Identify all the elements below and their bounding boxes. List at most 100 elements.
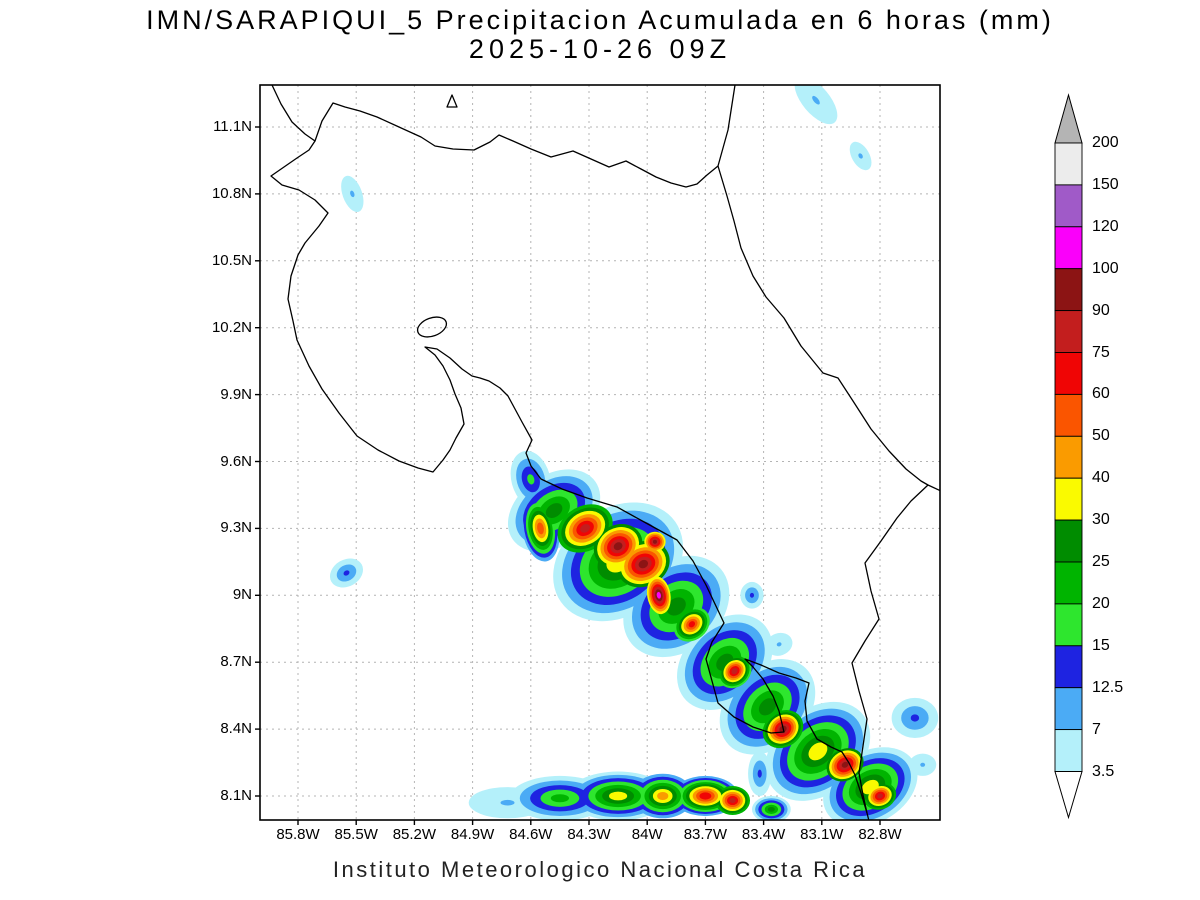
colorbar-tick-label: 7 <box>1092 720 1101 738</box>
lat-tick-label: 11.1N <box>213 118 252 135</box>
colorbar <box>1054 93 1083 820</box>
lat-tick-label: 10.8N <box>211 184 252 202</box>
colorbar-band <box>1054 352 1083 395</box>
footer-caption: Instituto Meteorologico Nacional Costa R… <box>332 857 868 882</box>
lon-tick-label: 84.6W <box>509 826 553 843</box>
precip-contour-ring <box>545 503 563 518</box>
colorbar-band <box>1054 268 1083 312</box>
colorbar-band <box>1054 519 1083 563</box>
colorbar-band <box>1054 393 1083 437</box>
lon-tick-label: 85.5W <box>334 826 378 843</box>
precip-contour-ring <box>877 793 883 799</box>
precip-contour-ring <box>910 714 920 722</box>
colorbar-band <box>1054 729 1083 772</box>
precip-contour-ring <box>652 539 657 544</box>
coastline-borders <box>270 85 940 820</box>
precip-contour-ring <box>808 742 828 761</box>
colorbar-band <box>1054 310 1083 353</box>
colorbar-tick-label: 60 <box>1092 385 1110 403</box>
precip-contour-ring <box>729 797 736 804</box>
colorbar-arrow-bottom <box>1054 771 1083 820</box>
lat-tick-label: 10.5N <box>211 251 252 269</box>
panama-border <box>851 484 929 814</box>
colorbar-tick-label: 90 <box>1092 301 1110 319</box>
colorbar-band <box>1054 687 1083 731</box>
precip-contour-ring <box>350 190 355 198</box>
precip-contour-ring <box>920 762 926 767</box>
precip-contour-ring <box>731 668 738 675</box>
precip-contour-ring <box>758 698 777 716</box>
precip-contour-ring <box>500 799 515 806</box>
precip-contour-ring <box>343 570 350 576</box>
nicaragua-border <box>314 85 736 188</box>
chart-subtitle: 2025-10-26 09Z <box>468 34 732 64</box>
chart-title: IMN/SARAPIQUI_5 Precipitacion Acumulada … <box>146 5 1054 35</box>
lon-tick-label: 85.2W <box>392 826 437 843</box>
colorbar-band <box>1054 435 1083 479</box>
lat-tick-label: 9N <box>232 586 252 604</box>
colorbar-tick-label: 3.5 <box>1092 762 1115 780</box>
colorbar-tick-label: 150 <box>1092 175 1119 193</box>
precip-contour-ring <box>688 621 696 628</box>
lon-tick-label: 84.9W <box>450 826 495 843</box>
colorbar-band <box>1054 645 1083 689</box>
precip-contour-ring <box>841 761 849 768</box>
lon-tick-label: 83.4W <box>741 826 786 843</box>
grid-lines <box>260 85 940 820</box>
colorbar-arrow-top <box>1054 93 1083 144</box>
colorbar-tick-label: 200 <box>1092 134 1119 151</box>
precip-contour-ring <box>609 791 628 801</box>
precip-contour-ring <box>657 791 669 801</box>
precip-contour-ring <box>812 95 820 105</box>
lon-tick-label: 83.1W <box>800 826 844 843</box>
caribbean-coastline <box>717 165 940 492</box>
lat-tick-label: 9.3N <box>220 519 252 537</box>
precip-contour-ring <box>580 524 591 533</box>
lon-tick-label: 83.7W <box>683 826 728 843</box>
colorbar-tick-label: 100 <box>1092 259 1119 277</box>
precip-contour-ring <box>767 806 775 812</box>
colorbar-band <box>1054 184 1083 228</box>
lon-tick-label: 85.8W <box>276 826 320 843</box>
map-triangle-marker <box>446 94 458 108</box>
lat-tick-label: 9.9N <box>220 385 252 403</box>
colorbar-tick-label: 15 <box>1092 636 1110 654</box>
lat-tick-label: 8.4N <box>220 720 252 738</box>
colorbar-tick-label: 75 <box>1092 343 1110 361</box>
precip-contour-ring <box>699 792 712 800</box>
precip-contour-ring <box>613 542 623 551</box>
precipitation-shading <box>329 85 939 820</box>
lon-tick-label: 82.8W <box>858 826 902 843</box>
colorbar-band <box>1054 603 1083 647</box>
lat-tick-label: 10.2N <box>211 318 252 336</box>
colorbar-tick-label: 50 <box>1092 427 1110 445</box>
precip-contour-ring <box>537 522 544 535</box>
colorbar-band <box>1054 561 1083 605</box>
precip-contour-ring <box>776 642 782 647</box>
lon-tick-label: 84W <box>631 826 663 843</box>
lat-tick-label: 9.6N <box>220 452 252 470</box>
axis-ticks <box>255 126 881 825</box>
pacific-coastline <box>270 85 870 820</box>
colorbar-band <box>1054 477 1083 521</box>
precip-contour-ring <box>656 591 661 599</box>
colorbar-band <box>1054 142 1083 186</box>
colorbar-tick-label: 20 <box>1092 594 1110 612</box>
colorbar-tick-label: 30 <box>1092 511 1110 529</box>
colorbar-band <box>1054 226 1083 270</box>
precip-contour-ring <box>757 769 762 778</box>
colorbar-tick-label: 12.5 <box>1092 678 1124 696</box>
precip-contour-ring <box>527 474 535 485</box>
colorbar-tick-label: 40 <box>1092 469 1110 487</box>
plot-border <box>259 84 941 821</box>
precip-contour-ring <box>749 592 755 598</box>
precip-contour-ring <box>550 794 569 803</box>
gulf-island-outline <box>416 316 448 338</box>
lat-tick-label: 8.1N <box>220 787 252 804</box>
lat-tick-label: 8.7N <box>220 653 252 671</box>
precip-contour-ring <box>666 597 686 616</box>
precip-contour-ring <box>638 559 649 569</box>
precip-contour-ring <box>858 153 863 159</box>
lon-tick-label: 84.3W <box>567 826 611 843</box>
